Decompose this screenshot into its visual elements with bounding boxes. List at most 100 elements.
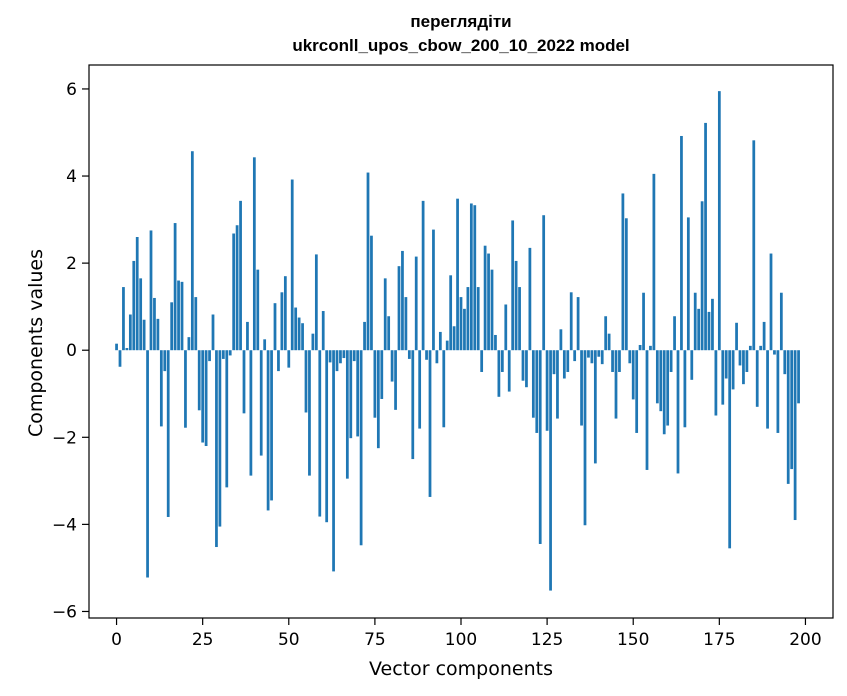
y-tick-label: 0 [66, 341, 77, 361]
bar-151 [635, 350, 639, 433]
bar-series [115, 91, 800, 591]
bar-149 [628, 350, 632, 364]
bar-182 [742, 350, 745, 385]
bar-99 [456, 198, 459, 351]
bar-119 [525, 350, 528, 388]
bar-74 [370, 235, 373, 351]
bar-12 [156, 318, 160, 351]
x-tick-label: 125 [531, 630, 563, 650]
bar-195 [786, 350, 790, 484]
bar-192 [776, 350, 780, 433]
y-tick-label: −2 [52, 428, 77, 448]
plot-frame [88, 64, 834, 619]
bar-0 [115, 343, 118, 351]
bar-198 [797, 350, 800, 404]
bar-138 [590, 350, 594, 364]
bar-139 [593, 350, 597, 464]
bar-62 [328, 350, 332, 363]
bar-159 [662, 350, 666, 435]
bar-157 [655, 350, 659, 404]
bar-102 [466, 287, 470, 351]
bar-158 [659, 350, 663, 412]
bar-78 [383, 278, 387, 351]
bar-29 [215, 350, 218, 548]
bar-174 [714, 350, 718, 416]
bar-40 [252, 157, 256, 351]
y-tick-label: 6 [66, 80, 77, 100]
bar-135 [580, 350, 583, 426]
bar-90 [425, 350, 428, 360]
bar-30 [218, 350, 222, 527]
bar-110 [494, 334, 497, 351]
bar-147 [621, 193, 625, 351]
bar-134 [576, 297, 580, 351]
bar-197 [793, 350, 797, 521]
bar-60 [321, 311, 325, 351]
chart-title-line2: ukrconll_upos_cbow_200_10_2022 model [292, 36, 630, 55]
bar-183 [745, 350, 749, 372]
bar-130 [562, 350, 566, 379]
bar-21 [187, 337, 191, 351]
bar-124 [542, 215, 546, 351]
bar-63 [332, 350, 335, 572]
x-tick-label: 0 [111, 630, 122, 650]
bar-24 [197, 350, 201, 411]
bar-81 [394, 350, 397, 410]
bar-66 [342, 350, 346, 359]
bar-75 [373, 350, 377, 418]
bar-96 [445, 340, 449, 351]
bar-94 [438, 331, 442, 351]
bar-113 [504, 304, 508, 351]
bar-51 [290, 179, 294, 351]
x-tick-label: 50 [278, 630, 300, 650]
bar-44 [266, 350, 270, 511]
bar-34 [232, 233, 236, 351]
bar-191 [773, 350, 776, 355]
bar-88 [418, 350, 422, 429]
bar-58 [314, 254, 318, 351]
bar-125 [545, 350, 549, 431]
bar-8 [142, 319, 146, 351]
bar-4 [128, 314, 132, 351]
bar-45 [270, 350, 273, 501]
bar-179 [731, 350, 735, 390]
bar-188 [762, 321, 766, 351]
bar-140 [597, 350, 601, 357]
bar-67 [345, 350, 349, 479]
bar-145 [614, 350, 618, 419]
y-tick-label: 2 [66, 254, 77, 274]
bar-72 [363, 321, 366, 351]
bar-111 [497, 350, 501, 397]
bar-112 [500, 350, 504, 372]
bar-104 [473, 205, 477, 351]
bar-46 [273, 303, 277, 351]
bar-154 [645, 350, 649, 470]
bar-98 [452, 326, 456, 351]
bar-53 [297, 317, 301, 351]
bar-186 [755, 350, 759, 407]
bar-9 [146, 350, 149, 578]
bar-39 [249, 350, 253, 476]
bar-57 [311, 333, 315, 351]
bar-101 [463, 308, 466, 351]
chart-title-line1: переглядіти [410, 12, 512, 31]
bar-127 [552, 350, 556, 375]
bar-32 [225, 350, 229, 488]
bar-194 [783, 350, 787, 375]
bar-178 [728, 350, 732, 549]
bar-69 [352, 350, 356, 362]
bar-86 [411, 350, 415, 460]
bar-126 [549, 350, 552, 591]
bar-137 [587, 350, 590, 358]
bar-176 [721, 350, 725, 405]
bar-161 [669, 350, 673, 372]
bar-23 [194, 297, 198, 351]
bar-79 [387, 316, 391, 351]
bar-128 [556, 350, 559, 419]
bar-106 [480, 350, 484, 372]
y-axis-ticks: −6 −4 −2 0 2 4 6 [52, 80, 89, 622]
bar-105 [476, 287, 480, 351]
bar-20 [184, 350, 187, 428]
x-tick-label: 175 [703, 630, 735, 650]
